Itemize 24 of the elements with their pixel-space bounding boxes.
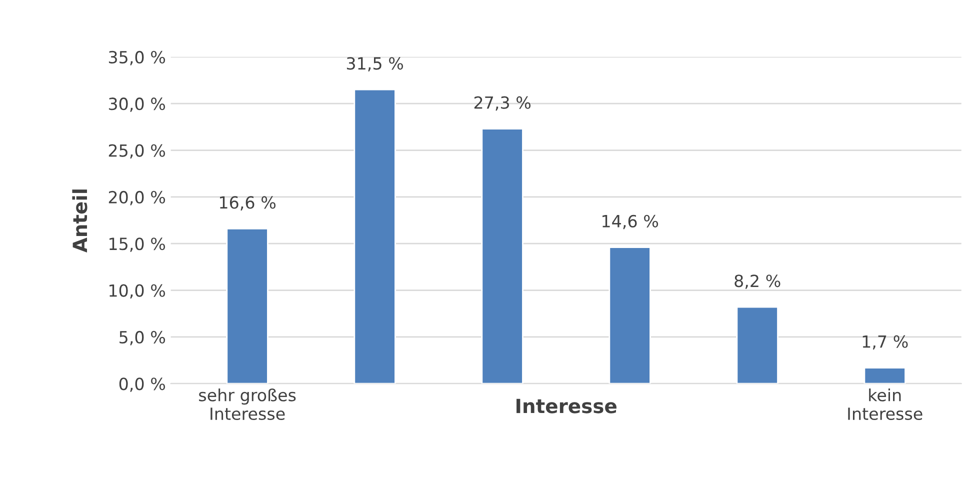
y-tick-label: 5,0 % (120, 330, 166, 346)
y-tick-label: 35,0 % (108, 50, 166, 66)
y-axis-title: Anteil (72, 190, 88, 253)
x-tick-label: sehr großes Interesse (199, 388, 296, 420)
y-tick-label: 0,0 % (119, 378, 166, 392)
y-tick-label: 20,0 % (108, 190, 166, 206)
data-label: 1,7 % (862, 335, 908, 350)
y-tick-label: 15,0 % (110, 238, 166, 252)
y-tick-label: 30,0 % (108, 98, 166, 112)
bar (226, 228, 268, 384)
y-tick-label: 10,0 % (110, 284, 166, 299)
data-label: 8,2 % (734, 274, 780, 289)
data-label: 16,6 % (220, 196, 276, 210)
bar (481, 128, 524, 384)
data-label: 14,6 % (602, 214, 658, 230)
bar (608, 246, 651, 384)
data-label: 27,3 % (474, 96, 531, 111)
bar (864, 367, 906, 384)
bar (736, 306, 778, 384)
x-axis-title: Interesse (516, 398, 616, 414)
data-label: 31,5 % (346, 57, 404, 72)
x-tick-label: kein Interesse (848, 388, 922, 420)
bar (354, 88, 396, 384)
y-tick-label: 25,0 % (108, 144, 166, 159)
